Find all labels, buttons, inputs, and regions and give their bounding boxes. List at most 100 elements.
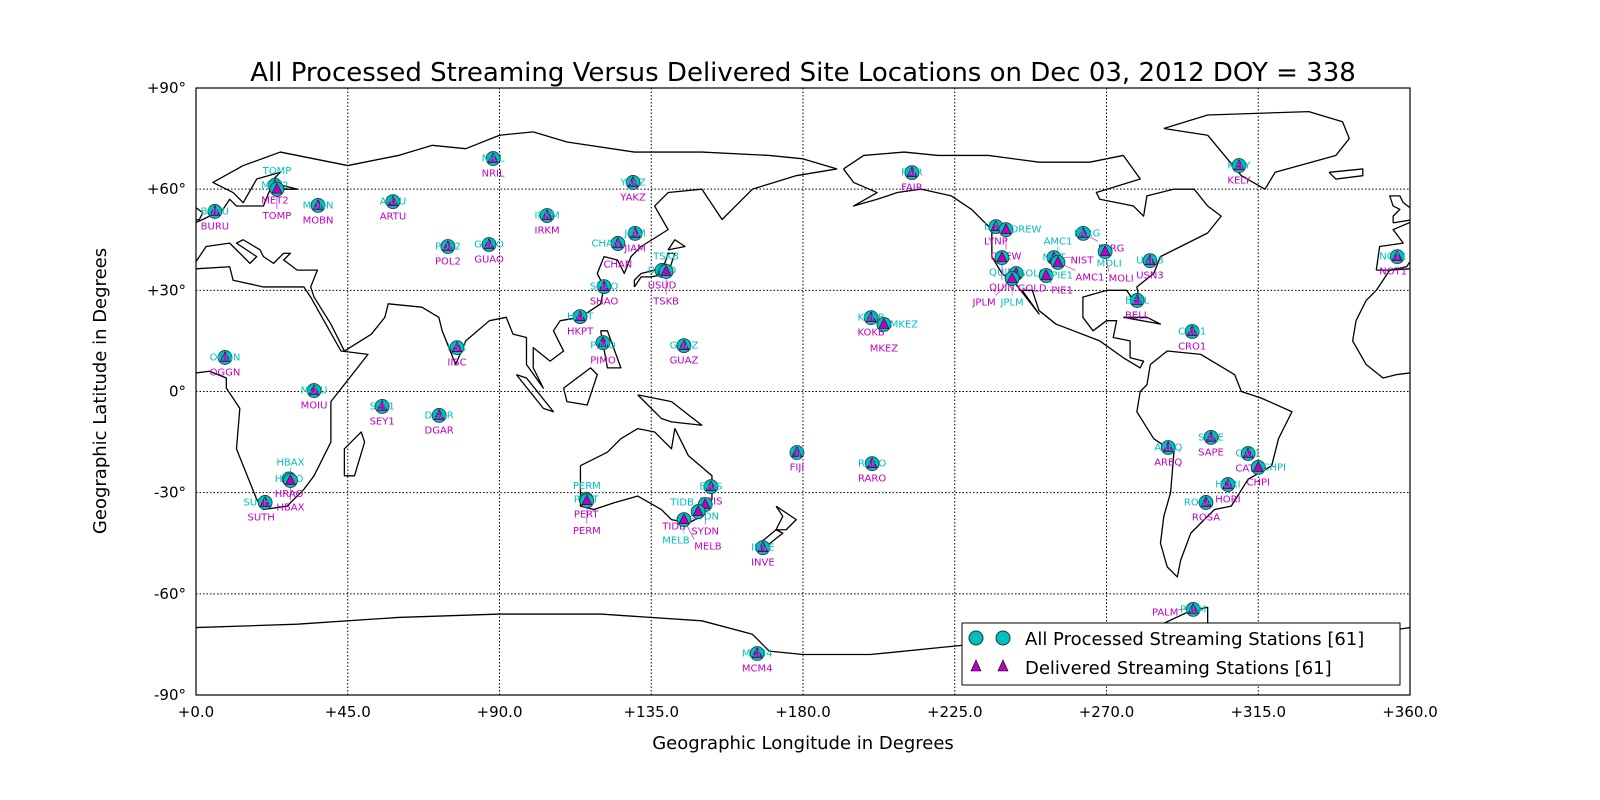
processed-station-label: MOIU [301, 385, 328, 396]
delivered-station-marker [1205, 430, 1217, 442]
station-mcm4: MCM4 MCM4 [742, 646, 773, 675]
delivered-station-label: NRIL [482, 168, 505, 179]
station-shao: SHAO SHAO [590, 279, 619, 308]
delivered-station-marker [1040, 268, 1052, 280]
station-cat1: CAT1 CAT1 [1235, 446, 1261, 475]
delivered-station-label: TIDB [661, 522, 686, 533]
x-axis-ticks: +0.0 +45.0 +90.0 +135.0 +180.0 +225.0 +270.0 +3… [178, 703, 1438, 721]
processed-station-label: QUIN [989, 268, 1015, 279]
delivered-station-marker [1131, 293, 1143, 305]
processed-station-label: IRKM [535, 210, 560, 221]
delivered-station-label: KOKB [857, 328, 884, 339]
processed-station-label: LYNP [984, 222, 1008, 233]
delivered-station-marker [433, 408, 445, 420]
station-oggn: OGGN OGGN [210, 350, 241, 378]
processed-station-label: RARO [858, 459, 886, 470]
legend-label-processed: All Processed Streaming Stations [61] [1025, 629, 1364, 650]
station-kokb: KOKB KOKB [857, 310, 885, 339]
delivered-station-marker [1000, 223, 1012, 234]
coastline [343, 431, 366, 477]
delivered-station-marker [1222, 478, 1234, 489]
station-pimo: PIMO PIMO [590, 335, 616, 367]
coastline [0, 351, 78, 577]
delivered-station-label: AREQ [1154, 457, 1182, 468]
processed-station-label: FARG [1074, 228, 1100, 239]
station-chan: CHAN CHAN [591, 236, 632, 270]
x-tick-label: +360.0 [1382, 703, 1438, 721]
delivered-station-marker [678, 339, 690, 350]
station-suth: SUTH SUTH [243, 495, 275, 523]
delivered-station-marker [1252, 460, 1264, 472]
plot-frame [195, 87, 1411, 696]
delivered-station-label: IISC [447, 358, 466, 369]
station-amc1: AMC1 AMC1 [1044, 236, 1105, 283]
stations-layer: BURUBURUMET2MET2TOMPTOMPMOBNMOBNARTUARTU… [201, 151, 1407, 675]
x-tick-label: +0.0 [178, 703, 214, 721]
station-yakz: YAKZ YAKZ [619, 175, 646, 203]
delivered-station-marker [483, 237, 495, 249]
delivered-station-label: NOT1 [1379, 267, 1407, 278]
delivered-station-label: CHPI [1247, 477, 1270, 488]
processed-station-label: YAKZ [619, 177, 646, 188]
delivered-station-label: CHAN [603, 259, 632, 270]
processed-station-label: INVE [751, 543, 775, 554]
delivered-station-label: AMC1 [1076, 272, 1105, 283]
station-hkpt: HKPT HKPT [567, 309, 594, 338]
processed-station-label: CRO1 [1178, 326, 1206, 337]
delivered-station-label: MCM4 [742, 664, 773, 675]
processed-station-label: MOBN [303, 200, 334, 211]
station-iisc: IISC IISC [447, 340, 467, 369]
coastline [842, 151, 1222, 369]
processed-station-label: NOT1 [1379, 252, 1407, 263]
delivered-station-label: MET2 [261, 195, 288, 206]
delivered-station-marker [312, 198, 324, 210]
coastline [0, 152, 7, 368]
delivered-station-label: MOBN [303, 215, 334, 226]
station-fair: FAIR FAIR [901, 165, 923, 194]
delivered-station-label: JPLM [971, 298, 995, 309]
delivered-station-label: CRO1 [1178, 341, 1206, 352]
delivered-station-marker [627, 175, 639, 187]
processed-station-label: IISC [447, 343, 466, 354]
delivered-station-label: SEY1 [370, 416, 395, 427]
delivered-station-label: PIE1 [1051, 285, 1073, 296]
delivered-station-label: HBAX [276, 503, 304, 514]
station-jiam: JIAM JIAM [623, 225, 646, 254]
processed-station-label: DGAR [425, 410, 454, 421]
station-rosa: ROSA ROSA [1184, 495, 1220, 523]
coastline [633, 252, 676, 288]
delivered-station-label: POL2 [435, 256, 461, 267]
processed-station-label: KOKB [857, 313, 884, 324]
chart-title: All Processed Streaming Versus Delivered… [250, 58, 1356, 88]
coastline [579, 427, 713, 524]
delivered-station-marker [878, 317, 890, 329]
processed-station-label: FAIR [901, 168, 923, 179]
delivered-station-label: SAPE [1198, 447, 1224, 458]
delivered-station-label: OGGN [210, 367, 241, 378]
coastline [1352, 268, 1410, 379]
processed-station-label: SUTH [243, 497, 270, 508]
delivered-station-marker [705, 480, 717, 491]
processed-station-label: KELY [1227, 161, 1251, 172]
delivered-station-label: MOIU [301, 400, 328, 411]
delivered-station-marker [906, 166, 918, 177]
processed-station-label: AMC1 [1044, 236, 1073, 247]
delivered-station-marker [1186, 324, 1198, 336]
delivered-station-label: YAKZ [619, 192, 646, 203]
delivered-station-label: MOLI [1109, 274, 1134, 285]
delivered-station-label: SHAO [590, 297, 619, 308]
delivered-station-label: RARO [858, 474, 886, 485]
delivered-station-label: NIST [1070, 256, 1094, 267]
station-perm: PERM PERM [573, 481, 601, 537]
station-moli: MOLI MOLI [1097, 244, 1134, 285]
x-tick-label: +225.0 [927, 703, 983, 721]
delivered-station-marker [487, 151, 499, 163]
legend-circle-icon [968, 630, 984, 646]
station-nril: NRIL NRIL [482, 151, 505, 179]
delivered-station-marker [866, 457, 878, 468]
station-bell: BELL BELL [1125, 293, 1150, 321]
processed-station-label: GOLD [1018, 268, 1047, 279]
processed-station-label: CHAN [591, 238, 620, 249]
legend-triangle-icon [970, 659, 982, 672]
